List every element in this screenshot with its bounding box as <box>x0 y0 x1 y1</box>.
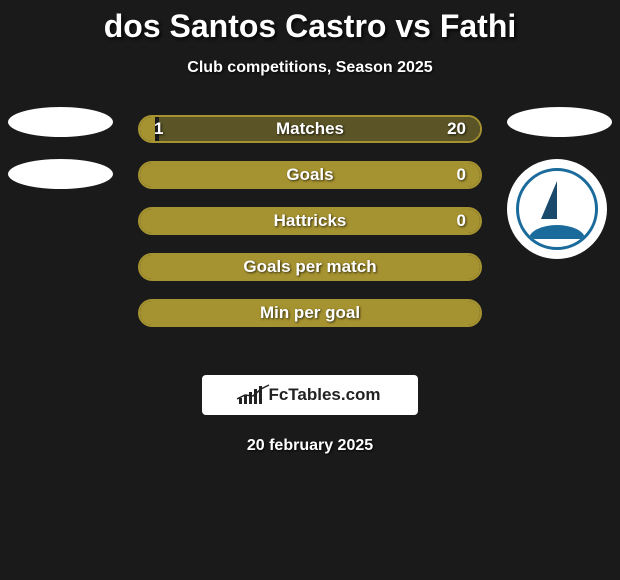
stat-label: Matches <box>140 119 480 139</box>
stat-right-value: 20 <box>447 119 466 139</box>
stat-label: Min per goal <box>140 303 480 323</box>
stat-row: Matches1 20 <box>138 115 482 143</box>
left-club-logo-placeholder <box>8 159 113 189</box>
stat-row: Goals0 <box>138 161 482 189</box>
stat-label: Hattricks <box>140 211 480 231</box>
source-logo: FcTables.com <box>202 375 418 415</box>
stat-right-value: 0 <box>457 165 466 185</box>
stats-area: Matches120Goals0Hattricks0Goals per matc… <box>0 115 620 355</box>
right-club-logo <box>507 159 607 259</box>
left-player-photo-placeholder <box>8 107 113 137</box>
right-player-badges <box>507 107 612 259</box>
comparison-infographic: dos Santos Castro vs Fathi Club competit… <box>0 0 620 580</box>
club-logo-icon <box>516 168 598 250</box>
stat-right-value: 0 <box>457 211 466 231</box>
stat-label: Goals per match <box>140 257 480 277</box>
page-title: dos Santos Castro vs Fathi <box>0 0 620 45</box>
stat-row: Hattricks0 <box>138 207 482 235</box>
left-player-badges <box>8 107 113 211</box>
stat-bars: Matches120Goals0Hattricks0Goals per matc… <box>138 115 482 345</box>
footer-date: 20 february 2025 <box>0 437 620 455</box>
right-player-photo-placeholder <box>507 107 612 137</box>
subtitle: Club competitions, Season 2025 <box>0 59 620 77</box>
stat-row: Min per goal <box>138 299 482 327</box>
stat-left-value: 1 <box>154 119 163 139</box>
stat-row: Goals per match <box>138 253 482 281</box>
stat-label: Goals <box>140 165 480 185</box>
source-logo-text: FcTables.com <box>268 385 380 405</box>
bar-chart-icon <box>239 386 262 404</box>
